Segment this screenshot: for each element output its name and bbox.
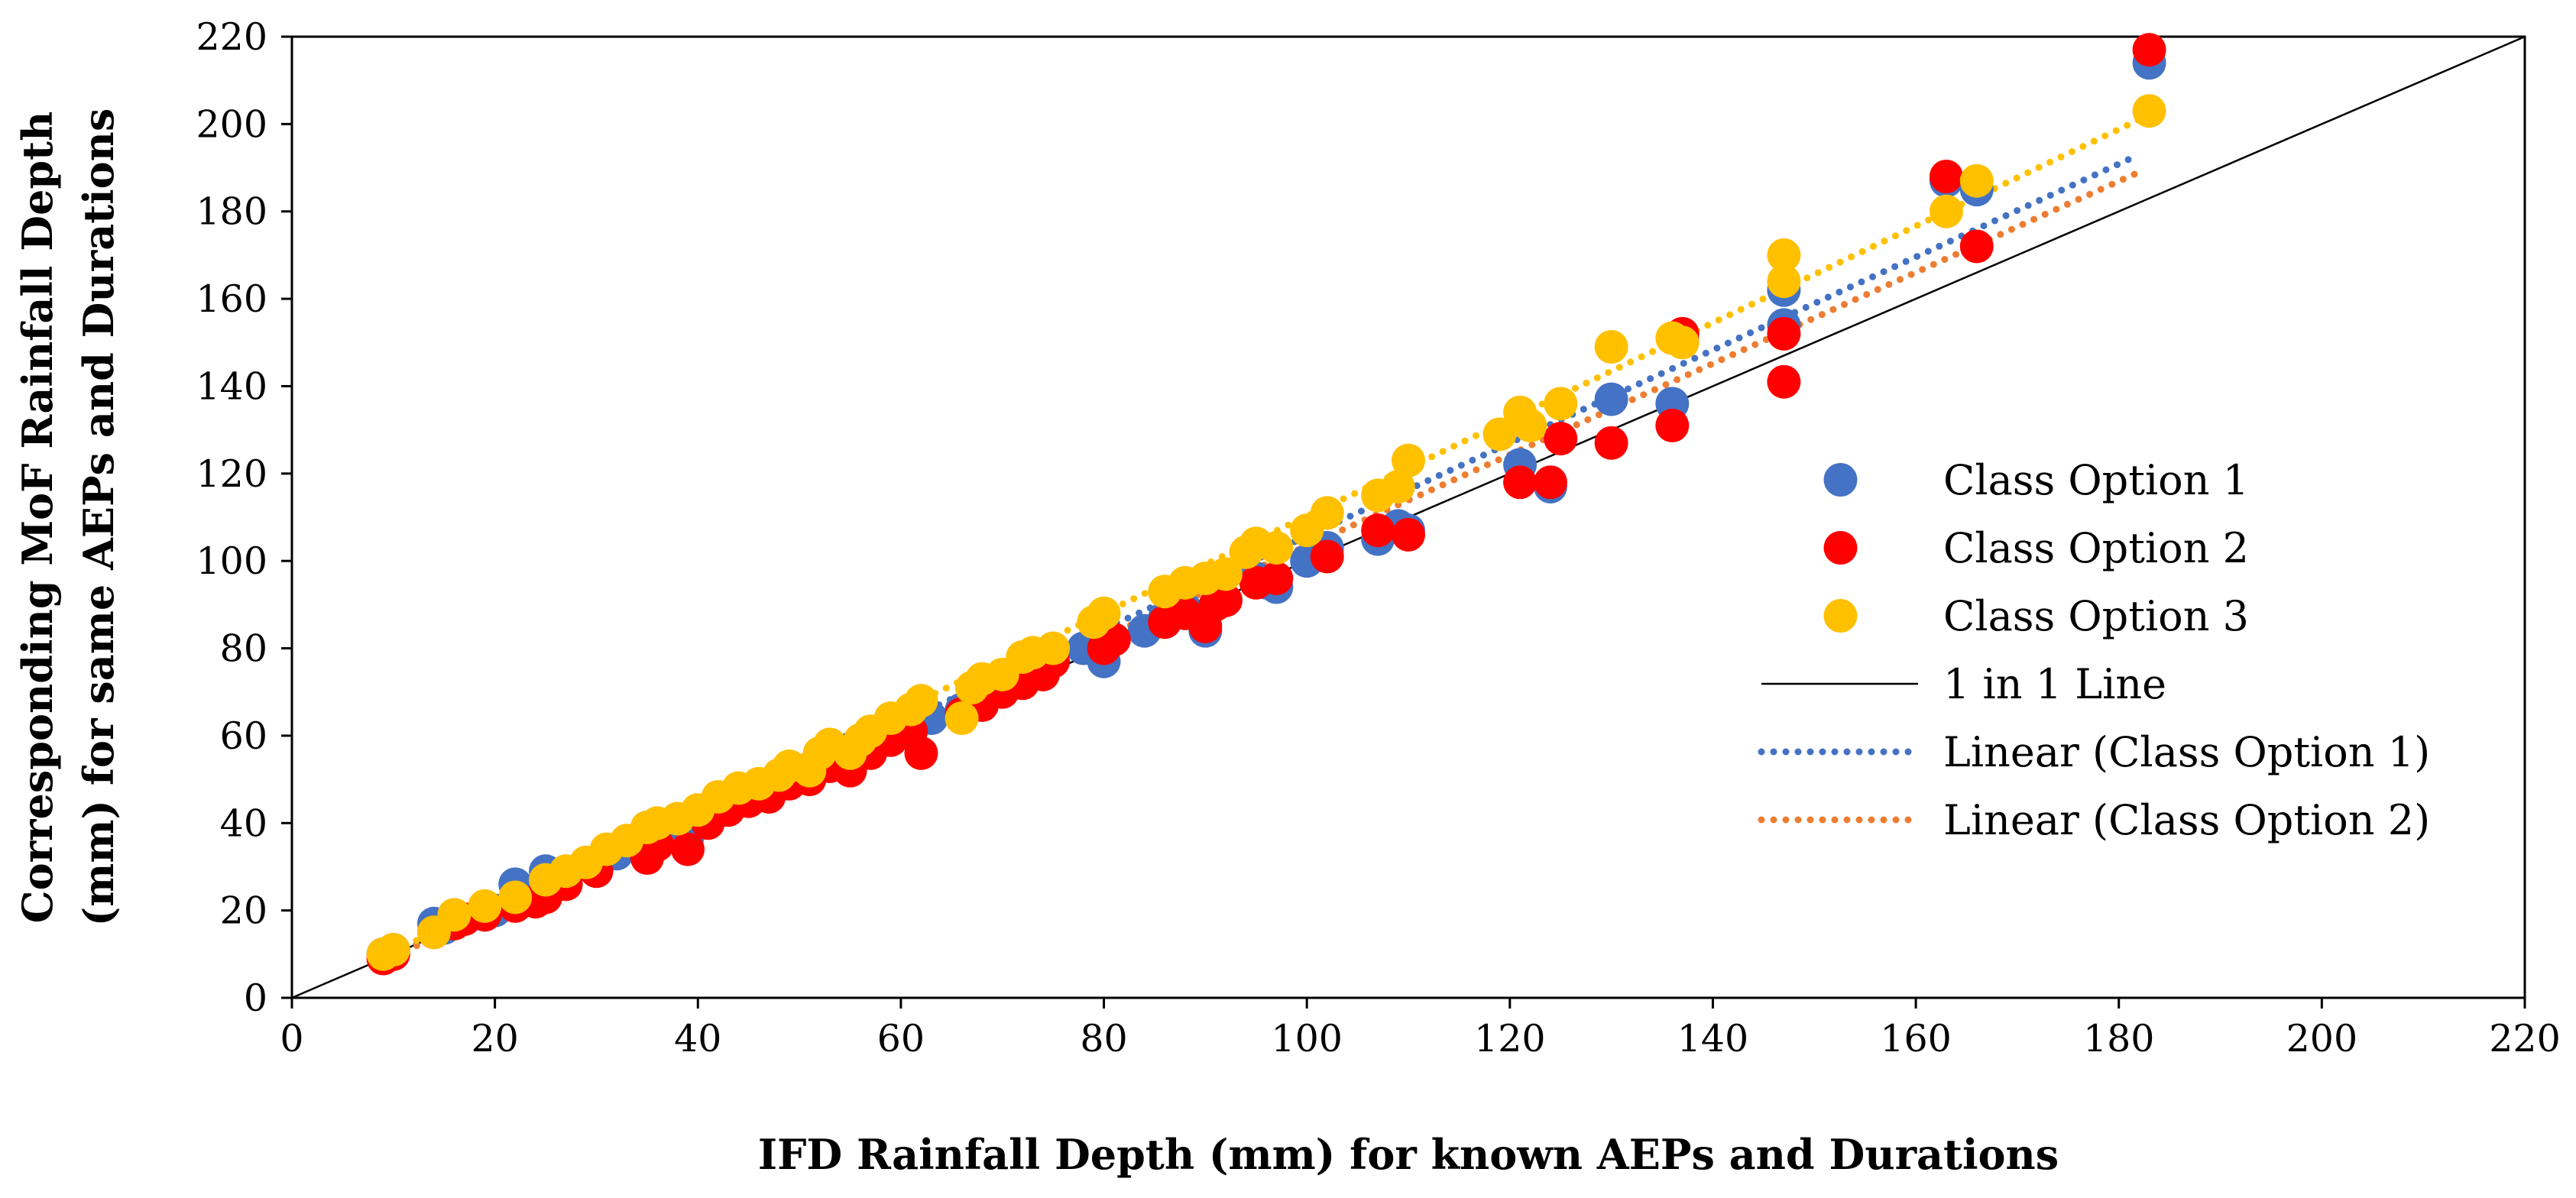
y-axis-ticks: 0 20 40 60 80 100 120 140 160 180 200 220 [196,15,292,1020]
y-axis-title-line-2: (mm) for same AEPs and Durations [74,108,123,927]
y-tick-label: 80 [220,627,267,671]
y-tick-label: 0 [244,976,267,1020]
data-point [1087,596,1121,630]
data-point [376,933,410,967]
plot-frame [290,35,2526,999]
data-point [1310,539,1344,574]
data-point [498,880,533,915]
data-point [1533,465,1567,500]
legend-label: 1 in 1 Line [1943,660,2166,708]
data-point [1361,513,1395,548]
data-point [1959,164,1994,198]
y-tick-label: 120 [196,452,267,496]
data-point [1594,426,1628,460]
legend-item-linear-class-option-2: Linear (Class Option 2) [1758,796,2430,844]
data-point [1544,422,1578,456]
legend-label: Class Option 3 [1943,592,2249,640]
legend-item-class-option-3: Class Option 3 [1823,592,2249,640]
y-tick-label: 60 [220,714,267,758]
data-point [437,898,471,932]
data-point [1929,194,1963,228]
legend-item-class-option-2: Class Option 2 [1823,524,2249,572]
data-point [945,701,979,736]
data-point [1208,557,1243,591]
data-point [1665,325,1700,360]
plot-area [290,35,2526,999]
x-tick-label: 200 [2286,1017,2358,1060]
data-point [1310,496,1344,530]
x-tick-label: 140 [1677,1017,1749,1060]
data-point [1482,417,1517,452]
y-tick-label: 200 [196,102,267,146]
x-tick-label: 20 [471,1017,518,1060]
data-point [1767,238,1801,272]
legend-item-class-option-1: Class Option 1 [1823,456,2249,504]
x-tick-label: 220 [2489,1017,2561,1060]
data-point [904,684,938,718]
x-tick-label: 160 [1880,1017,1952,1060]
y-tick-label: 100 [196,539,267,583]
data-point [1392,443,1425,478]
y-axis-title-line-1: Corresponding MoF Rainfall Depth [13,112,62,924]
data-point [1767,264,1801,299]
x-tick-label: 60 [877,1017,925,1060]
y-tick-label: 180 [196,190,267,234]
x-tick-label: 0 [280,1017,303,1060]
x-tick-label: 40 [674,1017,721,1060]
data-point [1208,583,1243,617]
data-point [1381,469,1415,503]
x-axis-title: IFD Rainfall Depth (mm) for known AEPs a… [758,1130,2059,1179]
x-tick-label: 180 [2083,1017,2155,1060]
data-point [1767,364,1801,399]
y-tick-label: 40 [220,801,267,845]
data-points [366,33,2166,976]
data-point [2132,94,2166,128]
legend-label: Class Option 2 [1943,524,2249,572]
data-point [1036,631,1071,665]
data-point [1513,408,1547,442]
data-point [1392,517,1425,552]
class-option-3-series [366,94,2166,971]
legend-item-1-in-1-line: 1 in 1 Line [1761,660,2166,708]
data-point [1594,382,1628,416]
data-point [1929,159,1963,193]
y-tick-label: 140 [196,364,267,408]
legend-label: Linear (Class Option 2) [1943,796,2430,844]
legend-marker [1823,463,1858,497]
x-tick-label: 80 [1080,1017,1127,1060]
data-point [468,889,502,923]
data-point [1594,329,1628,364]
legend-label: Class Option 1 [1943,456,2249,504]
x-axis-ticks: 0 20 40 60 80 100 120 140 160 180 200 220 [280,998,2561,1060]
y-tick-label: 220 [196,15,267,59]
data-point [1544,387,1578,421]
y-tick-label: 160 [196,277,267,321]
data-point [1259,531,1294,565]
data-point [1259,562,1294,596]
data-point [1959,229,1994,264]
y-tick-label: 20 [220,889,267,933]
data-point [1655,408,1690,442]
data-point [1503,465,1537,500]
legend: Class Option 1 Class Option 2 Class Option… [1758,456,2430,844]
data-point [670,832,705,866]
data-point [2132,33,2166,67]
legend-marker [1823,599,1858,633]
legend-marker [1823,531,1858,565]
legend-label: Linear (Class Option 1) [1943,728,2430,776]
x-tick-label: 100 [1271,1017,1343,1060]
x-tick-label: 120 [1474,1017,1546,1060]
data-point [1767,316,1801,351]
data-point [904,736,938,770]
legend-item-linear-class-option-1: Linear (Class Option 1) [1758,728,2430,776]
